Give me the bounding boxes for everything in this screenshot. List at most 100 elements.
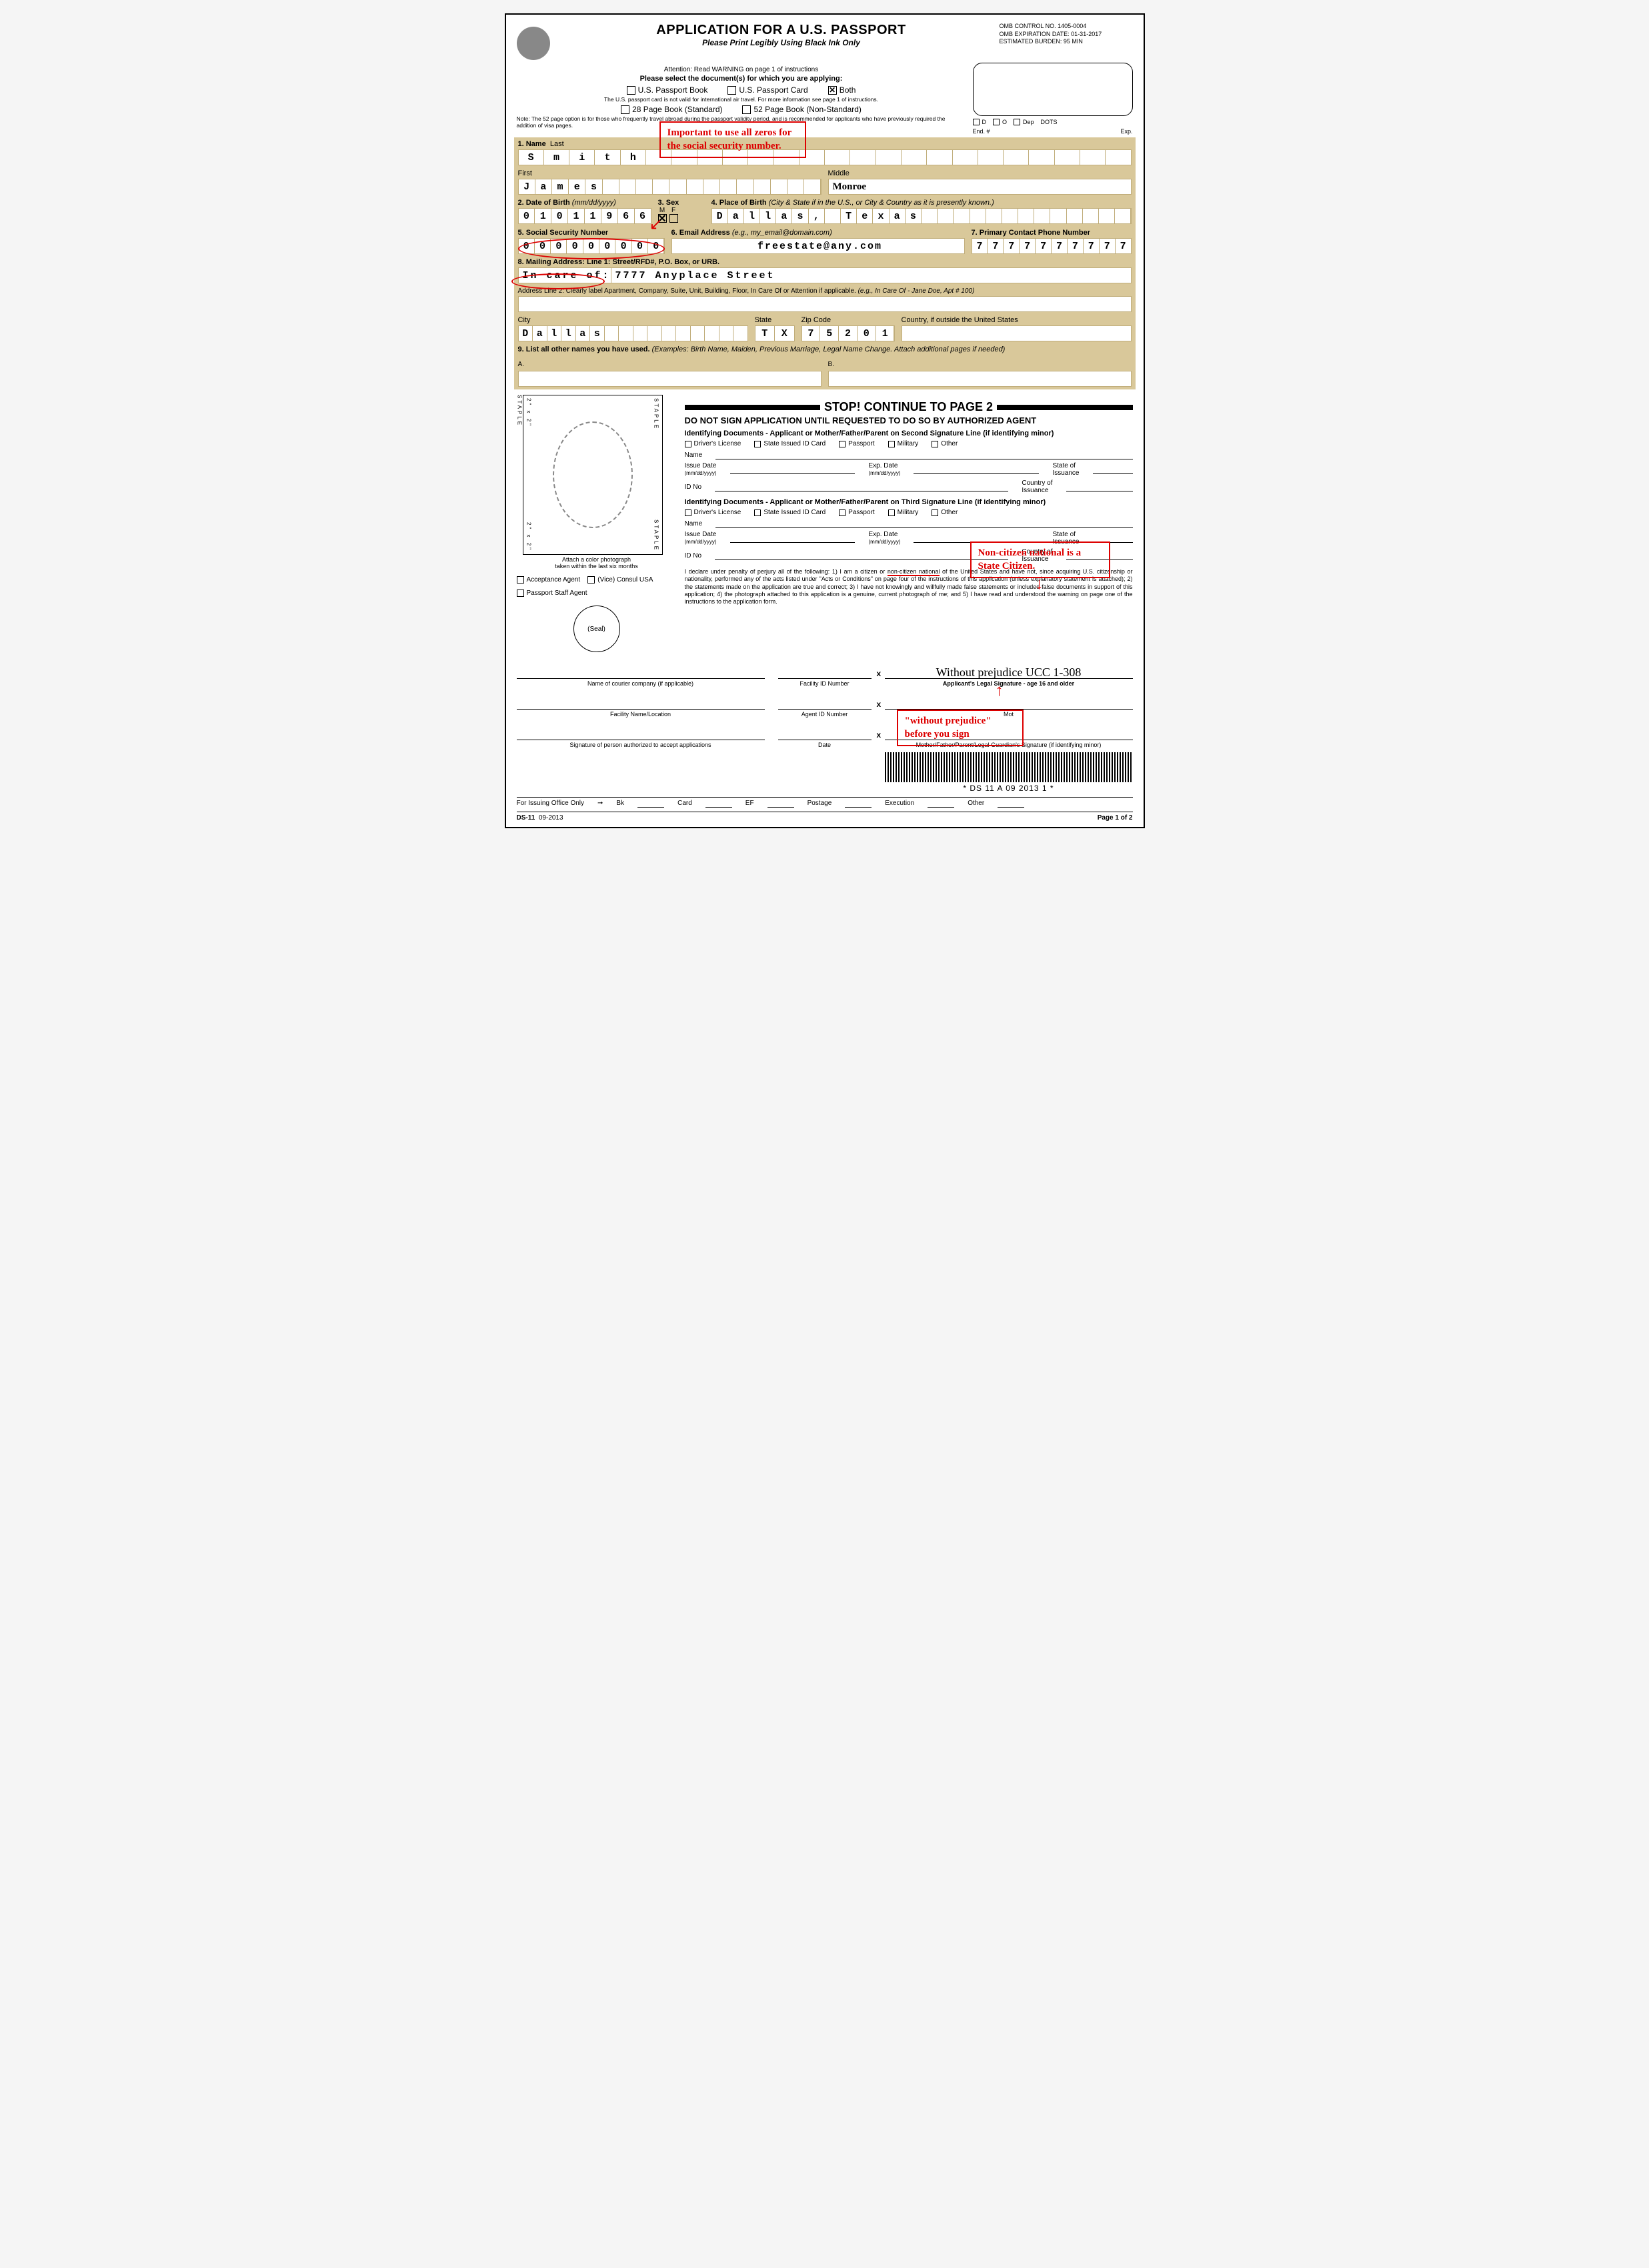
- zip-cells[interactable]: 75201: [801, 325, 895, 341]
- id3-mil[interactable]: Military: [888, 509, 919, 516]
- attention-line: Attention: Read WARNING on page 1 of ins…: [517, 65, 966, 74]
- photo-oval-guide: [553, 421, 633, 528]
- label-name: 1. Name: [518, 140, 546, 148]
- select-line: Please select the document(s) for which …: [517, 74, 966, 83]
- applicant-sig-line[interactable]: xWithout prejudice UCC 1-308: [885, 666, 1133, 679]
- courier-line[interactable]: [517, 666, 765, 679]
- omb-burden: ESTIMATED BURDEN: 95 MIN: [1000, 38, 1133, 46]
- photo-column: STAPLE 2" x 2" STAPLE STAPLE 2" x 2" Att…: [517, 395, 677, 659]
- label-middle: Middle: [828, 169, 1132, 177]
- addr2-cells[interactable]: [518, 296, 1132, 312]
- auth-sig-label: Signature of person authorized to accept…: [517, 742, 765, 748]
- facility-name-line[interactable]: [517, 696, 765, 710]
- facility-id-line[interactable]: [778, 666, 872, 679]
- label-ssn: 5. Social Security Number: [518, 229, 665, 237]
- form-rev: 09-2013: [539, 814, 563, 822]
- footer: DS-11 09-2013 Page 1 of 2: [517, 812, 1133, 822]
- last-name-cells[interactable]: Smith: [518, 149, 1132, 165]
- email-cells[interactable]: freestate@any.com: [671, 238, 965, 254]
- ucc-handwriting: Without prejudice UCC 1-308: [885, 666, 1133, 680]
- form-number: DS-11: [517, 814, 535, 822]
- issuing-label: For Issuing Office Only: [517, 800, 585, 808]
- right-column: STOP! CONTINUE TO PAGE 2 DO NOT SIGN APP…: [685, 395, 1133, 659]
- id2-other[interactable]: Other: [932, 440, 958, 447]
- country-cells[interactable]: [902, 325, 1132, 341]
- form-subtitle: Please Print Legibly Using Black Ink Onl…: [563, 38, 1000, 47]
- id3-sid[interactable]: State Issued ID Card: [754, 509, 826, 516]
- checkbox-28page[interactable]: 28 Page Book (Standard): [621, 105, 722, 114]
- id2-pp[interactable]: Passport: [839, 440, 874, 447]
- city-cells[interactable]: Dallas: [518, 325, 748, 341]
- label-first: First: [518, 169, 821, 177]
- label-state: State: [755, 316, 795, 324]
- id2-dl[interactable]: Driver's License: [685, 440, 741, 447]
- label-city: City: [518, 316, 748, 324]
- label-dob: 2. Date of Birth: [518, 199, 570, 207]
- seal-circle: (Seal): [573, 606, 620, 652]
- sex-f-box[interactable]: [669, 214, 678, 223]
- agent-id-line[interactable]: [778, 696, 872, 710]
- label-othernames: 9. List all other names you have used.: [518, 345, 650, 353]
- first-name-cells[interactable]: James: [518, 179, 821, 195]
- label-phone: 7. Primary Contact Phone Number: [972, 229, 1132, 237]
- page-option-row: 28 Page Book (Standard) 52 Page Book (No…: [517, 105, 966, 114]
- annotation-ssn: Important to use all zeros for the socia…: [659, 121, 806, 158]
- photo-caption2: taken within the last six months: [517, 563, 677, 570]
- label-country: Country, if outside the United States: [902, 316, 1132, 324]
- id2-name-line[interactable]: [715, 450, 1132, 459]
- date-label: Date: [778, 742, 872, 748]
- id2-mil[interactable]: Military: [888, 440, 919, 447]
- doc-type-row: U.S. Passport Book U.S. Passport Card ✕B…: [517, 85, 966, 95]
- id-header-2: Identifying Documents - Applicant or Mot…: [685, 429, 1133, 437]
- middle-name-cells[interactable]: Monroe: [828, 179, 1132, 195]
- staple-left-top: STAPLE: [517, 395, 523, 555]
- checkbox-staff-agent[interactable]: Passport Staff Agent: [517, 590, 587, 597]
- checkbox-52page[interactable]: 52 Page Book (Non-Standard): [742, 105, 861, 114]
- passport-form-page: Important to use all zeros for the socia…: [505, 13, 1145, 828]
- label-pob: 4. Place of Birth: [711, 199, 767, 207]
- endorsement-area: D O Dep DOTS End. # Exp.: [973, 63, 1133, 135]
- othername-a[interactable]: [518, 371, 821, 387]
- barcode: [885, 752, 1133, 782]
- top-instructions: Attention: Read WARNING on page 1 of ins…: [517, 65, 966, 83]
- label-addr1: 8. Mailing Address: Line 1: Street/RFD#,…: [518, 258, 1132, 266]
- photo-caption1: Attach a color photograph: [517, 556, 677, 563]
- incareof-oval: [511, 273, 605, 289]
- checkbox-both[interactable]: ✕Both: [828, 85, 856, 95]
- page-indicator: Page 1 of 2: [1098, 814, 1133, 822]
- id3-other[interactable]: Other: [932, 509, 958, 516]
- stop-title: STOP! CONTINUE TO PAGE 2: [824, 400, 993, 414]
- issuing-office-row: For Issuing Office Only ➞ Bk Card EF Pos…: [517, 797, 1133, 808]
- facility-name-label: Facility Name/Location: [517, 711, 765, 718]
- id3-dl[interactable]: Driver's License: [685, 509, 741, 516]
- id3-pp[interactable]: Passport: [839, 509, 874, 516]
- checkbox-card[interactable]: U.S. Passport Card: [727, 85, 807, 95]
- label-sex: 3. Sex: [658, 199, 705, 207]
- form-title: APPLICATION FOR A U.S. PASSPORT: [563, 23, 1000, 38]
- checkbox-acceptance-agent[interactable]: Acceptance Agent: [517, 576, 581, 584]
- checkbox-vice-consul[interactable]: (Vice) Consul USA: [587, 576, 653, 584]
- pob-cells[interactable]: Dallas,Texas: [711, 208, 1132, 224]
- us-seal-icon: [517, 27, 550, 60]
- arrow-national: ↓: [1036, 575, 1044, 594]
- phone-cells[interactable]: 7777777777: [972, 238, 1132, 254]
- auth-sig-line[interactable]: [517, 727, 765, 740]
- state-cells[interactable]: TX: [755, 325, 795, 341]
- parent2-sig-line[interactable]: x: [885, 696, 1133, 710]
- othername-b[interactable]: [828, 371, 1132, 387]
- omb-control: OMB CONTROL NO. 1405-0004: [1000, 23, 1133, 31]
- checkbox-book[interactable]: U.S. Passport Book: [627, 85, 708, 95]
- endorsement-box: [973, 63, 1133, 116]
- date-line[interactable]: [778, 727, 872, 740]
- left-sig-col: Name of courier company (if applicable) …: [517, 666, 765, 793]
- addr1-cells[interactable]: In care of: 7777 Anyplace Street: [518, 267, 1132, 283]
- agent-id-label: Agent ID Number: [778, 711, 872, 718]
- card-note: The U.S. passport card is not valid for …: [517, 96, 966, 103]
- applicant-info-section: 1. Name Last Smith First James Middle Mo…: [514, 137, 1136, 389]
- facility-id-label: Facility ID Number: [778, 680, 872, 687]
- id-header-3: Identifying Documents - Applicant or Mot…: [685, 498, 1133, 506]
- dob-cells[interactable]: 01011966: [518, 208, 651, 224]
- id2-sid[interactable]: State Issued ID Card: [754, 440, 826, 447]
- arrow-ucc: ↑: [996, 682, 1004, 700]
- do-not-sign: DO NOT SIGN APPLICATION UNTIL REQUESTED …: [685, 415, 1133, 425]
